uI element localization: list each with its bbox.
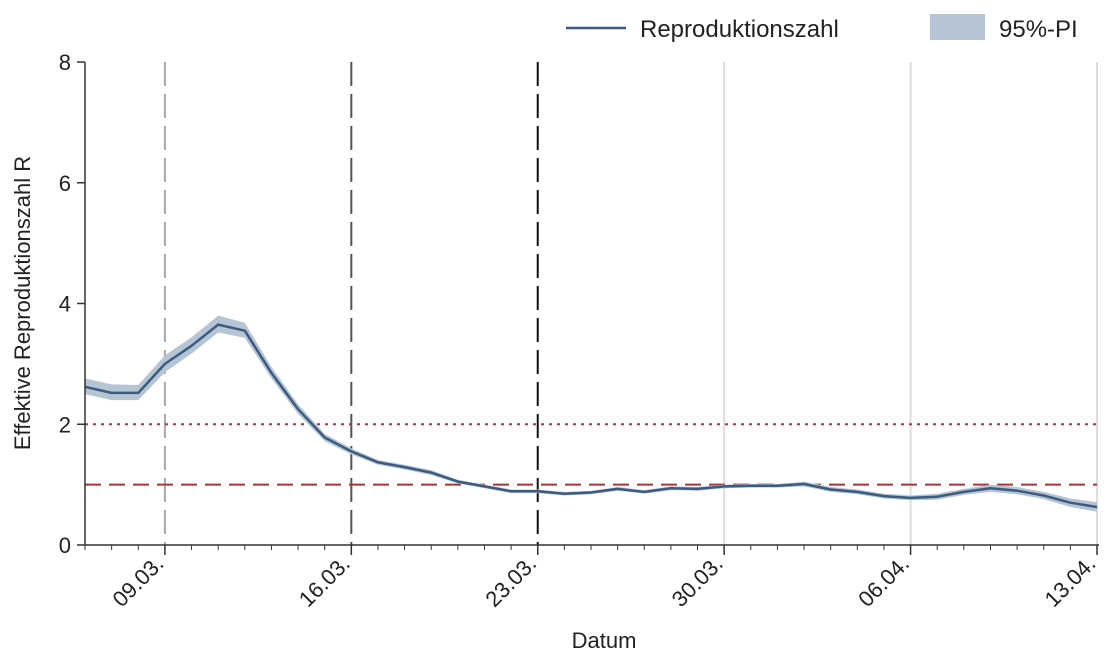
reference-lines: [85, 423, 1097, 486]
x-tick-label: 16.03.: [294, 551, 355, 612]
legend-band-swatch: [930, 14, 985, 40]
y-tick-label: 6: [59, 171, 71, 196]
x-tick-label: 23.03.: [480, 551, 541, 612]
legend: Reproduktionszahl 95%-PI: [566, 14, 1078, 43]
vertical-marker-lines: [163, 62, 1098, 545]
x-tick-label: 13.04.: [1040, 551, 1101, 612]
confidence-band: [85, 315, 1097, 512]
x-tick-label: 06.04.: [853, 551, 914, 612]
legend-label-band: 95%-PI: [999, 16, 1078, 43]
y-tick-label: 8: [59, 50, 71, 75]
y-tick-label: 2: [59, 412, 71, 437]
legend-label-line: Reproduktionszahl: [640, 16, 839, 43]
x-tick-label: 09.03.: [107, 551, 168, 612]
y-tick-label: 4: [59, 292, 71, 317]
y-axis-label: Effektive Reproduktionszahl R: [10, 156, 35, 450]
series-line-reproduktionszahl: [84, 323, 1098, 509]
x-axis-label: Datum: [572, 628, 637, 653]
y-tick-label: 0: [59, 533, 71, 558]
x-tick-label: 30.03.: [667, 551, 728, 612]
